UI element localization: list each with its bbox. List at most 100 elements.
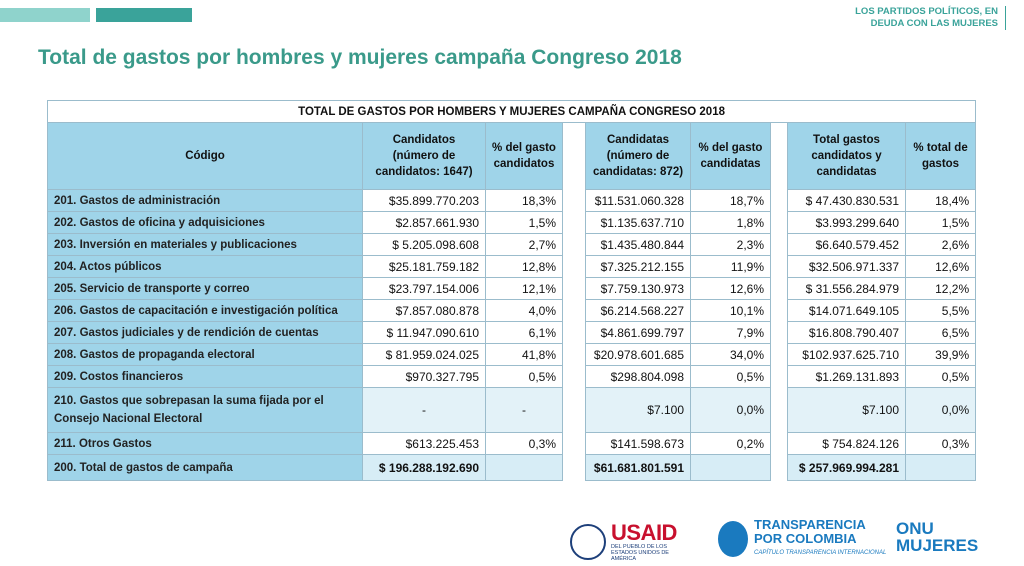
cell: $7.100 — [585, 387, 691, 433]
column-gap — [770, 277, 788, 300]
column-gap — [770, 233, 788, 256]
accent-bar — [96, 8, 192, 22]
table-row: 203. Inversión en materiales y publicaci… — [47, 233, 977, 256]
column-gap — [770, 321, 788, 344]
column-header: % del gasto candidatos — [485, 122, 563, 190]
tagline-line: DEUDA CON LAS MUJERES — [870, 18, 998, 29]
row-label: 208. Gastos de propaganda electoral — [47, 343, 363, 366]
column-gap — [562, 321, 586, 344]
cell: $16.808.790.407 — [787, 321, 906, 344]
row-label: 200. Total de gastos de campaña — [47, 454, 363, 481]
column-gap — [770, 387, 788, 433]
row-label: 205. Servicio de transporte y correo — [47, 277, 363, 300]
cell — [904, 454, 977, 481]
cell: $7.100 — [787, 387, 906, 433]
column-header: % total de gastos — [904, 122, 977, 190]
logo-subtitle: CAPÍTULO TRANSPARENCIA INTERNACIONAL — [754, 550, 887, 556]
column-gap — [770, 454, 788, 481]
cell: $14.071.649.105 — [787, 299, 906, 322]
cell: 5,5% — [904, 299, 977, 322]
table-row: 204. Actos públicos $25.181.759.182 12,8% $… — [47, 255, 977, 278]
column-gap — [562, 233, 586, 256]
cell: 0,0% — [690, 387, 771, 433]
cell: - — [485, 387, 563, 433]
table-row: 200. Total de gastos de campaña $ 196.288… — [47, 454, 977, 481]
table-row: 207. Gastos judiciales y de rendición de… — [47, 321, 977, 344]
column-gap — [562, 122, 586, 190]
table-row: 209. Costos financieros $970.327.795 0,5% $… — [47, 365, 977, 388]
cell: $32.506.971.337 — [787, 255, 906, 278]
column-gap — [770, 255, 788, 278]
cell: 0,5% — [690, 365, 771, 388]
row-label: 209. Costos financieros — [47, 365, 363, 388]
cell: 0,0% — [904, 387, 977, 433]
column-gap — [770, 211, 788, 234]
cell: 1,8% — [690, 211, 771, 234]
cell: $6.214.568.227 — [585, 299, 691, 322]
logo-name: MUJERES — [896, 536, 979, 555]
cell: 2,6% — [904, 233, 977, 256]
column-gap — [770, 343, 788, 366]
column-gap — [770, 122, 788, 190]
cell: 10,1% — [690, 299, 771, 322]
row-label: 202. Gastos de oficina y adquisiciones — [47, 211, 363, 234]
column-header: Total gastos candidatos y candidatas — [787, 122, 906, 190]
cell: 12,2% — [904, 277, 977, 300]
cell: $141.598.673 — [585, 432, 691, 455]
cell: $970.327.795 — [362, 365, 486, 388]
column-gap — [562, 365, 586, 388]
cell: $ 31.556.284.979 — [787, 277, 906, 300]
cell: $3.993.299.640 — [787, 211, 906, 234]
cell: $ 754.824.126 — [787, 432, 906, 455]
cell — [690, 454, 771, 481]
cell: $23.797.154.006 — [362, 277, 486, 300]
cell: - — [362, 387, 486, 433]
cell: $1.269.131.893 — [787, 365, 906, 388]
column-gap — [562, 387, 586, 433]
cell: 12,8% — [485, 255, 563, 278]
cell: 1,5% — [485, 211, 563, 234]
row-label: 211. Otros Gastos — [47, 432, 363, 455]
column-gap — [562, 299, 586, 322]
accent-bar — [0, 8, 90, 22]
row-label: 210. Gastos que sobrepasan la suma fijad… — [47, 387, 363, 433]
column-gap — [770, 189, 788, 212]
column-gap — [562, 454, 586, 481]
table-row: 210. Gastos que sobrepasan la suma fijad… — [47, 387, 977, 433]
cell: 6,5% — [904, 321, 977, 344]
cell: 1,5% — [904, 211, 977, 234]
cell: 2,3% — [690, 233, 771, 256]
table-row: 208. Gastos de propaganda electoral $ 81.… — [47, 343, 977, 366]
cell: $11.531.060.328 — [585, 189, 691, 212]
cell: 0,5% — [485, 365, 563, 388]
cell — [485, 454, 563, 481]
cell: 41,8% — [485, 343, 563, 366]
column-gap — [562, 211, 586, 234]
cell: 34,0% — [690, 343, 771, 366]
cell: $613.225.453 — [362, 432, 486, 455]
cell: $ 196.288.192.690 — [362, 454, 486, 481]
cell: $61.681.801.591 — [585, 454, 691, 481]
cell: $35.899.770.203 — [362, 189, 486, 212]
logo-name: ONU — [896, 519, 934, 538]
row-label: 207. Gastos judiciales y de rendición de… — [47, 321, 363, 344]
table-row: 206. Gastos de capacitación e investigac… — [47, 299, 977, 322]
tagline-line: LOS PARTIDOS POLÍTICOS, EN — [855, 6, 998, 17]
table-row: 211. Otros Gastos $613.225.453 0,3% $141.59… — [47, 432, 977, 455]
row-label: 201. Gastos de administración — [47, 189, 363, 212]
cell: $4.861.699.797 — [585, 321, 691, 344]
cell: $1.435.480.844 — [585, 233, 691, 256]
column-gap — [562, 189, 586, 212]
cell: $6.640.579.452 — [787, 233, 906, 256]
cell: 18,4% — [904, 189, 977, 212]
column-gap — [562, 432, 586, 455]
row-label: 204. Actos públicos — [47, 255, 363, 278]
cell: 18,7% — [690, 189, 771, 212]
seal-icon — [570, 524, 606, 560]
column-gap — [770, 299, 788, 322]
cell: 12,6% — [904, 255, 977, 278]
onu-mujeres-logo: ONU MUJERES — [896, 520, 978, 554]
table-row: 201. Gastos de administración $35.899.770… — [47, 189, 977, 212]
tagline: LOS PARTIDOS POLÍTICOS, EN DEUDA CON LAS… — [798, 6, 998, 30]
